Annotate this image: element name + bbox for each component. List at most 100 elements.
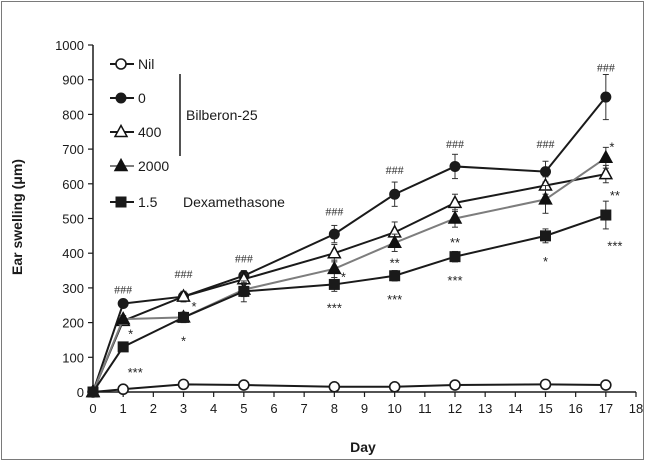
significance-label: *** [447,273,462,288]
x-tick-label: 15 [538,401,552,416]
data-point [117,298,129,310]
data-point [447,194,463,209]
data-point [177,378,190,391]
data-point [598,166,614,180]
data-point [327,260,342,275]
x-tick-label: 2 [150,401,157,416]
y-axis-title: Ear swelling (μm) [9,159,25,275]
legend-marker [113,157,129,172]
significance-label: ### [446,137,464,151]
y-tick-label: 100 [62,350,84,365]
significance-label: * [192,299,197,314]
x-tick-label: 16 [568,401,582,416]
y-tick-label: 300 [62,281,84,296]
data-point [540,166,551,178]
data-point [328,380,341,393]
x-tick-label: 18 [629,401,643,416]
data-point [540,230,551,242]
legend-marker [113,123,129,138]
legend-group-label: Dexamethasone [183,194,285,210]
legend-item-2000: 2000 [110,157,169,174]
x-axis-title: Day [350,439,376,455]
data-point [389,188,401,200]
x-tick-label: 11 [418,401,432,416]
data-point [449,379,461,391]
y-tick-label: 900 [62,73,84,88]
data-point [176,288,191,302]
data-point [327,245,342,259]
data-point [449,160,461,172]
significance-label: * [609,139,614,154]
data-point [600,379,612,391]
data-point [117,341,129,353]
x-tick-label: 14 [508,401,522,416]
data-point [447,210,463,224]
series-1.5 [87,200,612,398]
y-tick-label: 400 [62,246,84,261]
series-Nil [87,378,612,398]
legend-label: 0 [138,90,146,106]
legend-marker [115,58,127,70]
x-tick-label: 4 [210,401,217,416]
y-tick-label: 700 [62,142,84,157]
y-tick-label: 1000 [55,38,84,53]
legend-label: Nil [138,56,154,72]
x-tick-label: 0 [89,401,96,416]
data-point [115,311,131,325]
legend-label: 1.5 [138,194,158,210]
legend-marker [115,196,127,208]
x-tick-label: 5 [240,401,247,416]
legend-label: 400 [138,124,162,140]
data-point [387,234,402,249]
data-point [600,209,612,221]
data-point [389,270,401,282]
series-2000 [85,146,614,398]
significance-label: *** [387,292,402,307]
data-point [178,311,189,323]
data-point [117,383,129,396]
legend-item-0: 0 [110,90,146,106]
y-tick-label: 0 [77,385,84,400]
significance-label: ** [610,188,620,203]
significance-label: * [181,334,186,349]
series-line [92,96,607,393]
series-line [92,156,607,393]
legend-group-label: Bilberon-25 [186,107,258,123]
x-tick-label: 8 [331,401,338,416]
data-point [598,149,614,164]
x-tick-label: 3 [180,401,187,416]
x-tick-label: 7 [301,401,308,416]
y-tick-label: 200 [62,316,84,331]
data-point [328,228,340,240]
significance-label: * [543,254,548,269]
significance-label: *** [607,238,622,253]
x-tick-label: 6 [270,401,277,416]
data-point [388,380,401,393]
legend-item-400: 400 [110,123,162,140]
legend-item-1.5: 1.5 [110,194,158,210]
significance-annotations: ################## ######****************… [114,61,622,380]
data-point [539,378,552,391]
y-tick-label: 600 [62,177,84,192]
y-tick-label: 500 [62,212,84,227]
x-tick-label: 1 [120,401,127,416]
x-tick-label: 10 [387,401,401,416]
significance-label: ### [386,163,404,177]
data-point [538,191,553,205]
significance-label: ** [390,256,400,271]
series-400 [85,164,614,398]
data-point [87,386,99,398]
x-tick-label: 17 [599,401,613,416]
significance-label: ### [597,61,615,75]
significance-label: *** [128,365,143,380]
significance-label: ### [235,251,253,265]
significance-label: *** [327,301,342,316]
legend-marker [115,92,127,104]
legend: Nil 0 400 2000 1.5 Bilberon-25 Dexamethasone [110,56,285,210]
data-point [600,91,612,103]
series-line [92,383,606,393]
significance-label: ### [114,283,132,297]
data-point [449,251,461,263]
